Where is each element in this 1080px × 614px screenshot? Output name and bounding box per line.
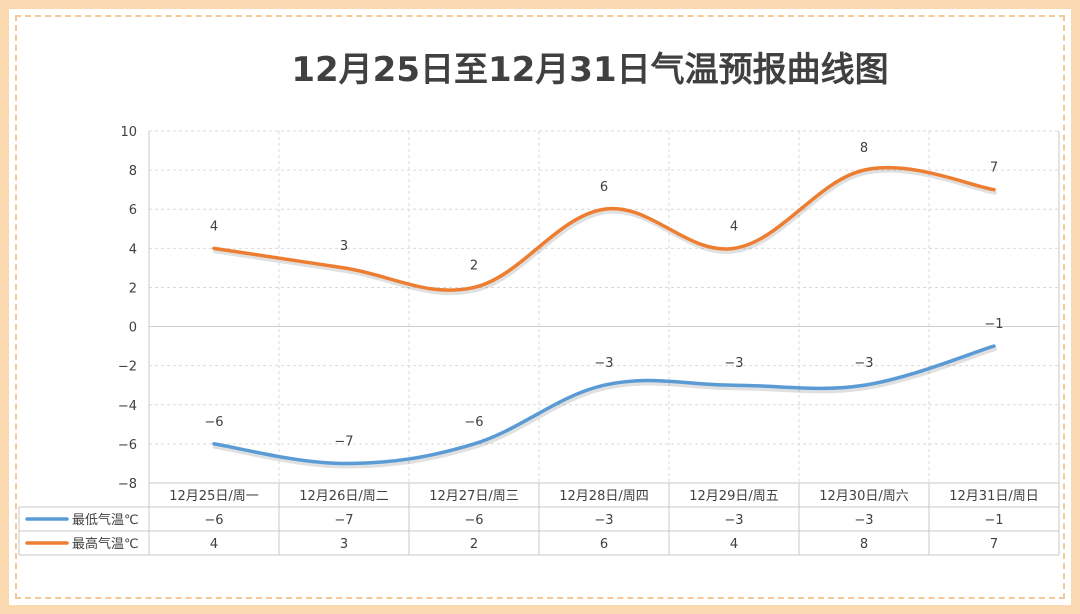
- min-temp-data-label: −3: [594, 356, 613, 371]
- min-temp-point: [862, 383, 866, 387]
- max-temp-table-value: 8: [860, 537, 868, 552]
- min-temp-line-shadow: [213, 347, 997, 469]
- min-temp-point: [212, 442, 216, 446]
- max-temp-data-label: 4: [210, 219, 218, 234]
- y-tick-label: −2: [118, 360, 137, 375]
- y-tick-label: 0: [129, 321, 137, 336]
- min-temp-table-value: −1: [984, 513, 1003, 528]
- min-temp-data-label: −3: [854, 356, 873, 371]
- min-temp-data-label: −1: [984, 317, 1003, 332]
- y-tick-label: −6: [118, 438, 137, 453]
- x-category-label: 12月27日/周三: [429, 489, 518, 504]
- max-temp-table-value: 3: [340, 537, 348, 552]
- min-temp-point: [992, 344, 996, 348]
- min-temp-table-value: −3: [854, 513, 873, 528]
- max-temp-point: [342, 266, 346, 270]
- min-temp-point: [472, 442, 476, 446]
- max-temp-table-value: 4: [730, 537, 738, 552]
- y-tick-label: −8: [118, 477, 137, 492]
- y-tick-label: 2: [129, 281, 137, 296]
- max-temp-table-value: 6: [600, 537, 608, 552]
- max-temp-point: [732, 246, 736, 250]
- min-temp-point: [732, 383, 736, 387]
- max-temp-table-value: 7: [990, 537, 998, 552]
- min-temp-point: [342, 461, 346, 465]
- x-category-label: 12月25日/周一: [169, 489, 258, 504]
- max-temp-data-label: 4: [730, 219, 738, 234]
- max-temp-line-shadow: [213, 168, 997, 296]
- max-temp-point: [862, 168, 866, 172]
- y-tick-label: 8: [129, 164, 137, 179]
- max-temp-data-label: 8: [860, 141, 868, 156]
- min-temp-table-value: −3: [594, 513, 613, 528]
- min-temp-table-value: −7: [334, 513, 353, 528]
- min-temp-table-value: −6: [204, 513, 223, 528]
- max-temp-data-label: 2: [470, 258, 478, 273]
- min-temp-point: [602, 383, 606, 387]
- chart-frame: 12月25日至12月31日气温预报曲线图 10 8 6 4 2 0 −2 −4 −6 −8 −6 −…: [9, 9, 1071, 605]
- chart-title: 12月25日至12月31日气温预报曲线图: [291, 50, 888, 90]
- max-temp-data-label: 3: [340, 239, 348, 254]
- x-category-label: 12月30日/周六: [819, 489, 908, 504]
- line-chart: 12月25日至12月31日气温预报曲线图 10 8 6 4 2 0 −2 −4 −6 −8 −6 −…: [18, 50, 1060, 556]
- x-category-label: 12月31日/周日: [949, 489, 1038, 504]
- max-temp-data-label: 6: [600, 180, 608, 195]
- x-category-label: 12月29日/周五: [689, 489, 778, 504]
- max-temp-legend-label: 最高气温℃: [72, 536, 139, 552]
- min-temp-table-value: −6: [464, 513, 483, 528]
- x-category-label: 12月26日/周二: [299, 489, 388, 504]
- max-temp-point: [602, 207, 606, 211]
- min-temp-legend-label: 最低气温℃: [72, 512, 139, 528]
- y-tick-label: 6: [129, 203, 137, 218]
- y-tick-label: 10: [120, 125, 137, 140]
- max-temp-data-label: 7: [990, 161, 998, 176]
- x-category-label: 12月28日/周四: [559, 489, 648, 504]
- y-tick-label: −4: [118, 399, 137, 414]
- min-temp-data-label: −6: [204, 415, 223, 430]
- min-temp-data-label: −7: [334, 434, 353, 449]
- min-temp-table-value: −3: [724, 513, 743, 528]
- max-temp-point: [992, 188, 996, 192]
- max-temp-point: [212, 246, 216, 250]
- max-temp-table-value: 4: [210, 537, 218, 552]
- max-temp-point: [472, 285, 476, 289]
- min-temp-data-label: −3: [724, 356, 743, 371]
- max-temp-table-value: 2: [470, 537, 478, 552]
- y-tick-label: 4: [129, 242, 137, 257]
- min-temp-data-label: −6: [464, 415, 483, 430]
